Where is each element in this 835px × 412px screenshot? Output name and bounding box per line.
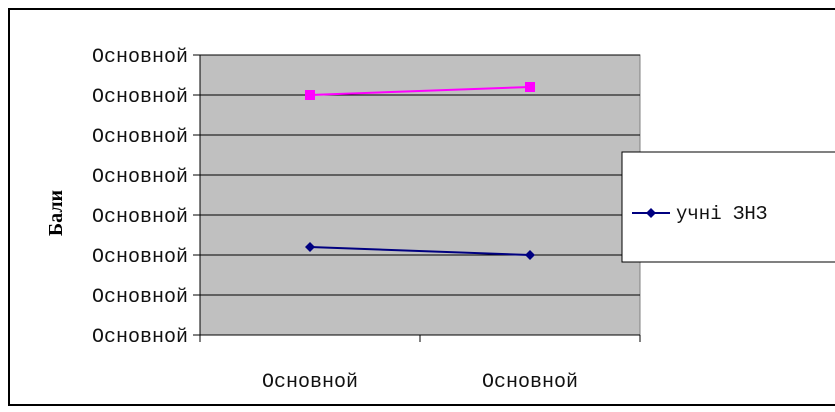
data-point-diamond	[525, 250, 535, 260]
x-tick-label: Основной	[262, 371, 358, 394]
plot-area	[199, 54, 641, 336]
y-tick-label: Основной	[92, 206, 188, 229]
y-tick-label: Основной	[92, 166, 188, 189]
data-point-square	[525, 82, 535, 92]
data-point-square	[305, 90, 315, 100]
y-axis-title: Бали	[45, 190, 67, 236]
series-line-1	[309, 86, 531, 96]
data-point-diamond	[305, 242, 315, 252]
y-tick-label: Основной	[92, 126, 188, 149]
x-tick-label: Основной	[482, 371, 578, 394]
series-line-0	[309, 246, 531, 256]
y-tick-label: Основной	[92, 246, 188, 269]
y-tick-label: Основной	[92, 286, 188, 309]
y-tick-label: Основной	[92, 46, 188, 69]
legend: учні ЗНЗ	[621, 151, 835, 263]
legend-box	[621, 151, 835, 263]
y-tick-label: Основной	[92, 326, 188, 349]
y-tick-label: Основной	[92, 86, 188, 109]
legend-label: учні ЗНЗ	[676, 203, 767, 225]
legend-swatch-marker	[646, 208, 656, 218]
